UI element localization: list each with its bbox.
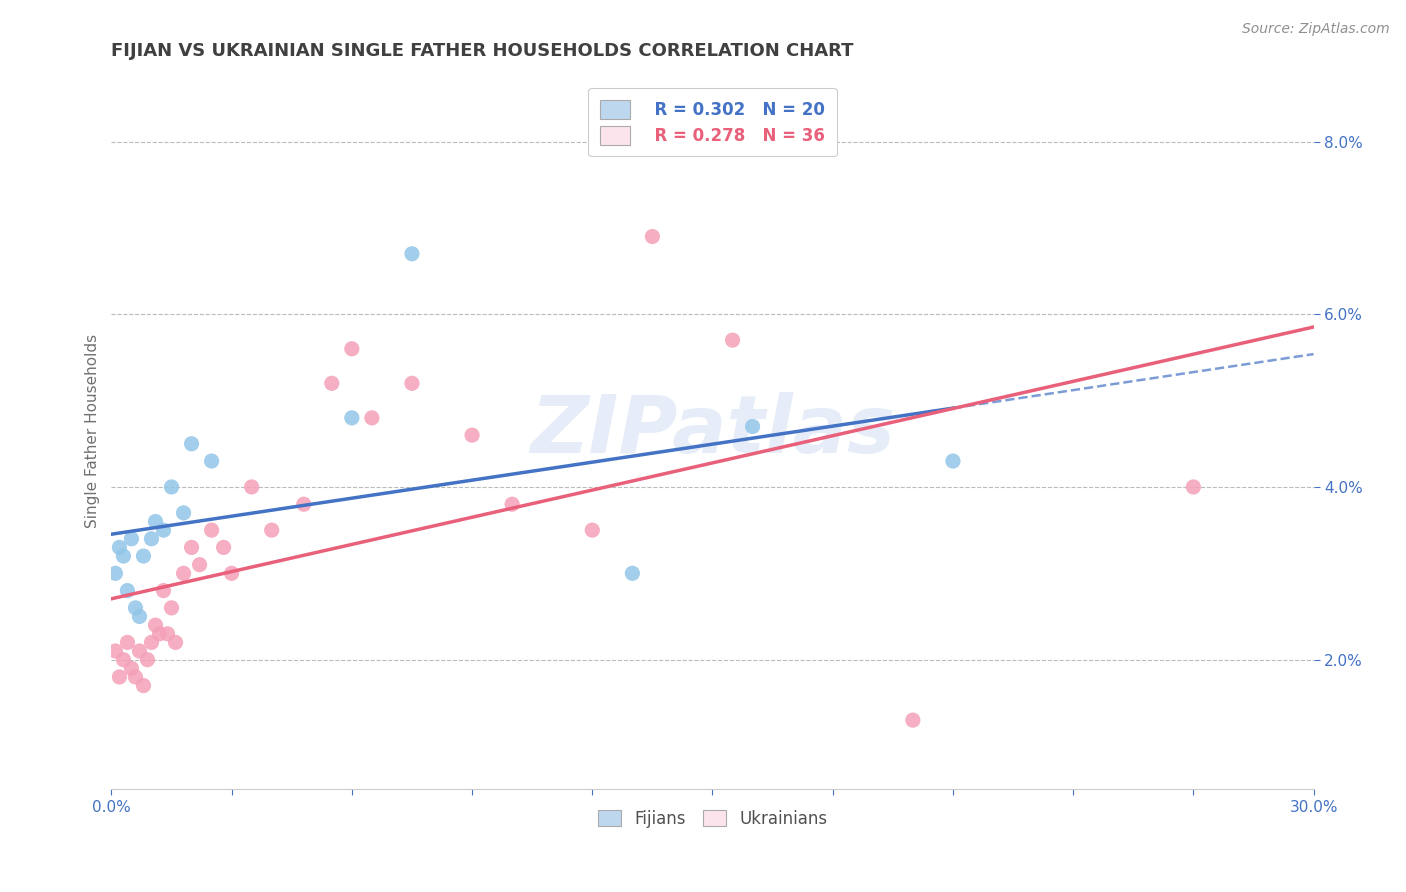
Point [200, 523, 222, 537]
Point [136, 653, 159, 667]
Point [173, 506, 195, 520]
Point [108, 670, 131, 684]
Point [401, 376, 423, 391]
Point [148, 627, 170, 641]
Point [942, 454, 965, 468]
Point [340, 410, 363, 425]
Text: Source: ZipAtlas.com: Source: ZipAtlas.com [1241, 22, 1389, 37]
Point [188, 558, 211, 572]
Point [128, 644, 150, 658]
Point [360, 410, 382, 425]
Point [621, 566, 644, 581]
Point [145, 515, 167, 529]
Point [240, 480, 263, 494]
Point [165, 635, 187, 649]
Point [141, 532, 163, 546]
Point [461, 428, 484, 442]
Point [128, 609, 150, 624]
Point [292, 497, 315, 511]
Point [156, 627, 179, 641]
Point [741, 419, 763, 434]
Point [152, 583, 174, 598]
Point [321, 376, 343, 391]
Point [104, 644, 127, 658]
Point [120, 532, 142, 546]
Point [104, 566, 127, 581]
Point [401, 247, 423, 261]
Point [501, 497, 523, 511]
Point [160, 480, 183, 494]
Point [117, 583, 139, 598]
Point [124, 670, 146, 684]
Point [340, 342, 363, 356]
Point [124, 600, 146, 615]
Point [145, 618, 167, 632]
Text: ZIPatlas: ZIPatlas [530, 392, 896, 470]
Point [901, 713, 924, 727]
Point [581, 523, 603, 537]
Text: FIJIAN VS UKRAINIAN SINGLE FATHER HOUSEHOLDS CORRELATION CHART: FIJIAN VS UKRAINIAN SINGLE FATHER HOUSEH… [111, 42, 853, 60]
Point [132, 549, 155, 563]
Point [112, 653, 135, 667]
Point [120, 661, 142, 675]
Point [160, 600, 183, 615]
Point [173, 566, 195, 581]
Point [180, 437, 202, 451]
Legend: Fijians, Ukrainians: Fijians, Ukrainians [591, 804, 834, 835]
Point [212, 541, 235, 555]
Point [152, 523, 174, 537]
Point [180, 541, 202, 555]
Y-axis label: Single Father Households: Single Father Households [86, 334, 100, 528]
Point [1182, 480, 1205, 494]
Point [117, 635, 139, 649]
Point [132, 679, 155, 693]
Point [260, 523, 283, 537]
Point [721, 333, 744, 347]
Point [221, 566, 243, 581]
Point [108, 541, 131, 555]
Point [112, 549, 135, 563]
Point [141, 635, 163, 649]
Point [641, 229, 664, 244]
Point [200, 454, 222, 468]
